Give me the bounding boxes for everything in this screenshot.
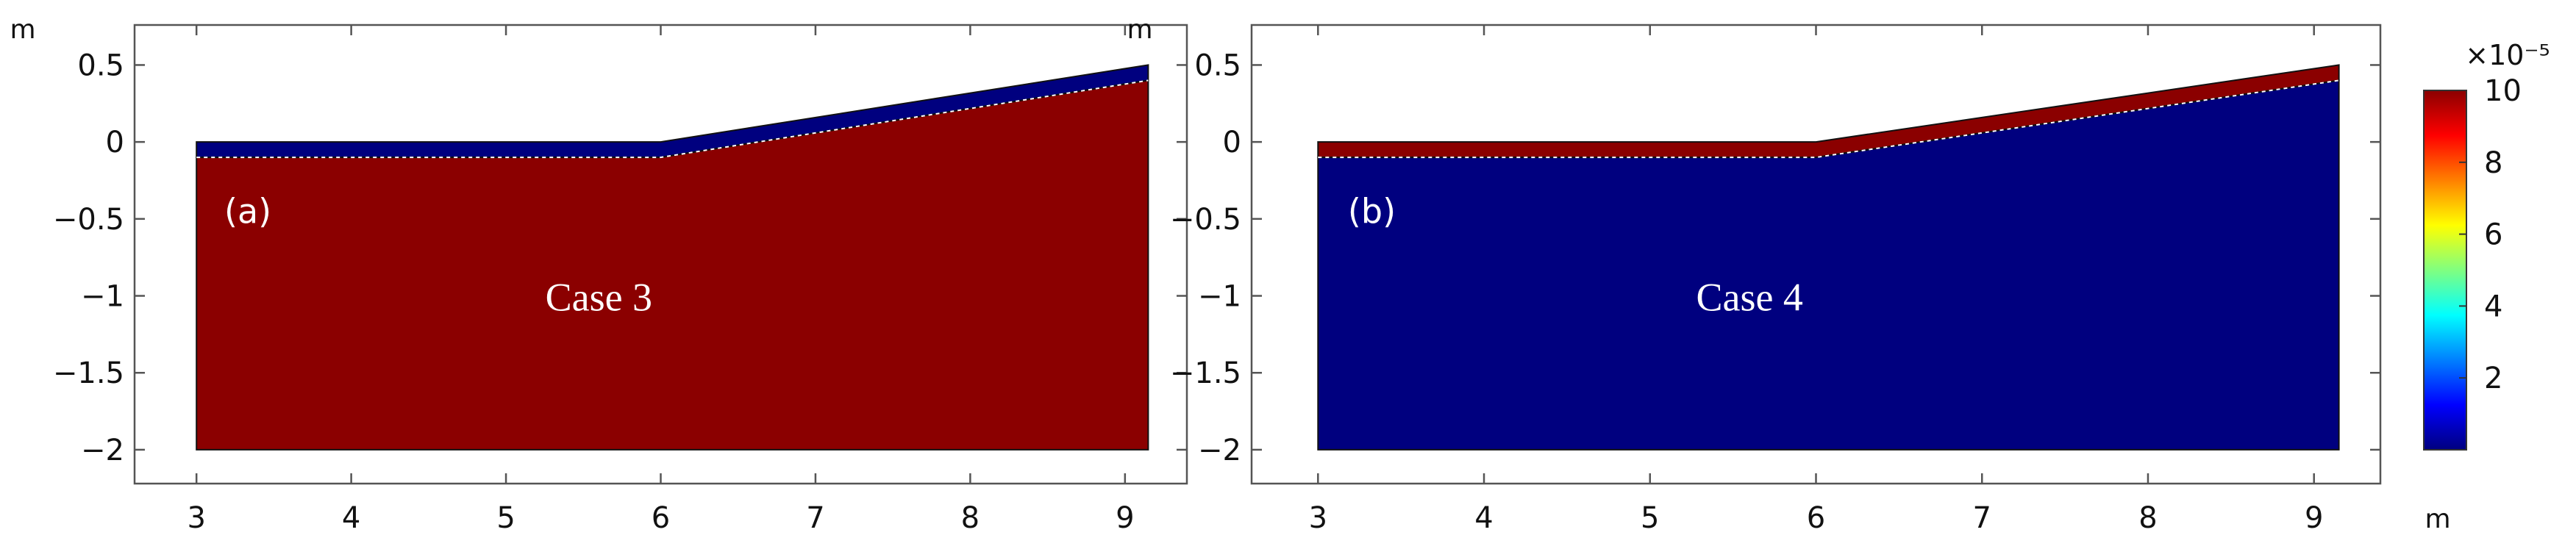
colorbar-tick-label: 4 <box>2484 290 2502 323</box>
x-tick-label: 8 <box>961 501 980 535</box>
x-tick-label: 3 <box>187 501 205 535</box>
y-tick-label: 0.5 <box>1194 49 1241 82</box>
y-axis-unit-label: m <box>1127 15 1152 45</box>
colorbar-exponent-label: ×10⁻⁵ <box>2465 39 2550 71</box>
y-tick-label: −1 <box>81 280 124 314</box>
x-tick-label: 3 <box>1309 501 1327 535</box>
chart-panel-a: 3 4 5 6 7 8 9 0.5 0 −0.5 −1 −1.5 −2 m (a) Case 3 <box>10 15 1188 535</box>
y-tick-label: 0 <box>1223 126 1241 159</box>
y-tick-label: −2 <box>1198 434 1241 467</box>
x-tick-label: 9 <box>2305 501 2323 535</box>
x-tick-label: 5 <box>496 501 515 535</box>
y-tick-label: −0.5 <box>1170 203 1241 237</box>
colorbar-tick-label: 6 <box>2484 218 2502 252</box>
chart-panel-b: 3 4 5 6 7 8 9 0.5 0 −0.5 −1 −1.5 −2 m m (b) Case 4 <box>1127 15 2450 535</box>
y-tick-label: −0.5 <box>53 203 124 237</box>
x-tick-label: 9 <box>1116 501 1134 535</box>
x-tick-label: 6 <box>652 501 670 535</box>
colorbar-bar <box>2423 90 2467 451</box>
x-axis-unit-label: m <box>2425 504 2450 534</box>
layer-interface <box>196 79 1149 159</box>
y-tick-label: 0 <box>106 126 124 159</box>
region-lower-layer <box>196 79 1149 451</box>
x-tick-label: 7 <box>806 501 824 535</box>
case-annotation: Case 3 <box>546 276 652 320</box>
y-tick-label: −1 <box>1198 280 1241 314</box>
y-tick-label: −1.5 <box>53 356 124 390</box>
y-tick-label: 0.5 <box>77 49 124 82</box>
x-tick-label: 7 <box>1973 501 1991 535</box>
x-tick-label: 8 <box>2138 501 2157 535</box>
x-tick-label: 6 <box>1807 501 1825 535</box>
colorbar-tick-label: 8 <box>2484 146 2502 180</box>
colorbar: 10 8 6 4 2 ×10⁻⁵ <box>2423 39 2550 451</box>
y-tick-label: −1.5 <box>1170 356 1241 390</box>
x-tick-label: 4 <box>1474 501 1493 535</box>
colorbar-tick-label: 10 <box>2484 74 2522 108</box>
panel-label: (a) <box>224 191 271 231</box>
x-tick-label: 4 <box>342 501 360 535</box>
panel-label: (b) <box>1348 191 1396 231</box>
y-axis-unit-label: m <box>10 15 35 45</box>
x-tick-label: 5 <box>1641 501 1659 535</box>
y-tick-label: −2 <box>81 434 124 467</box>
colorbar-tick-label: 2 <box>2484 362 2502 395</box>
case-annotation: Case 4 <box>1696 276 1802 320</box>
